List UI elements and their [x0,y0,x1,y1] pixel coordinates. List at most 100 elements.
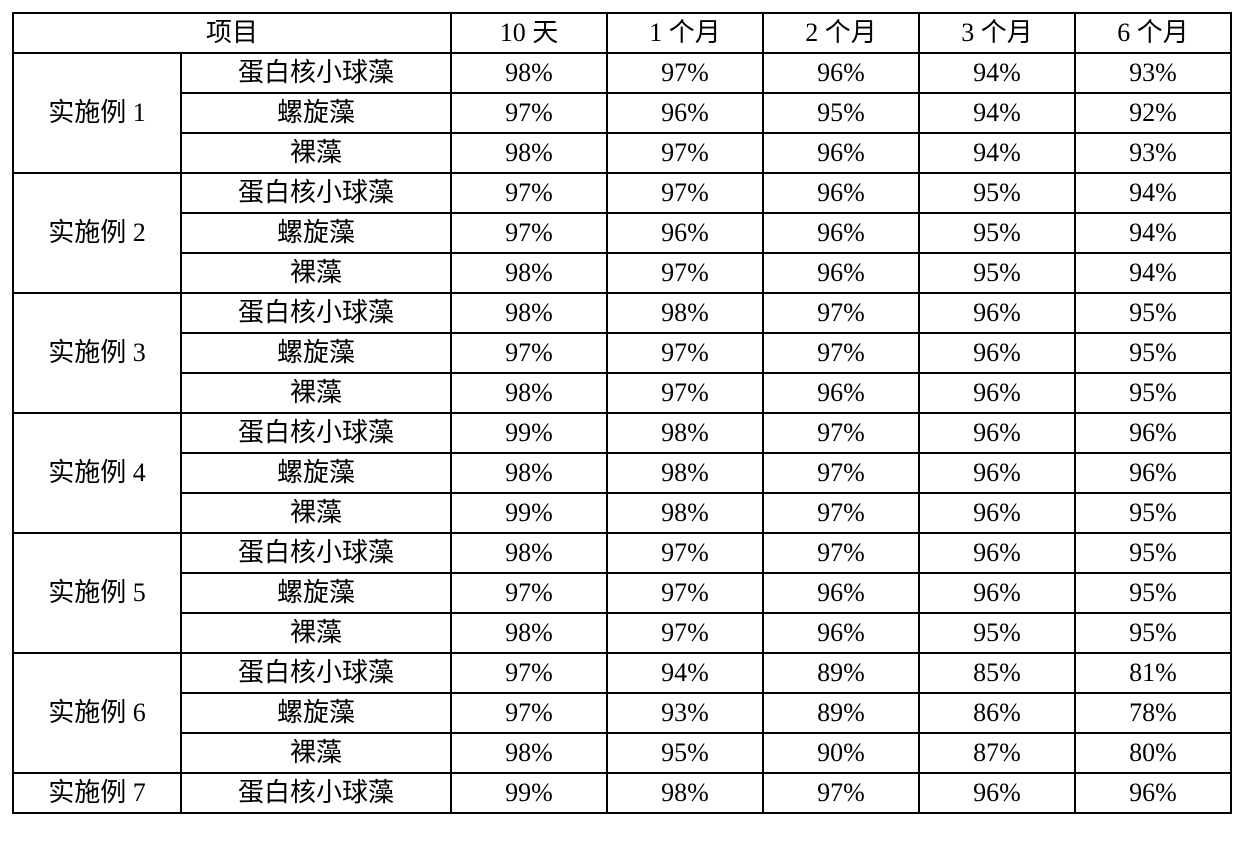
group-label-4: 实施例 5 [13,533,181,653]
value-cell: 96% [919,453,1075,493]
value-cell: 97% [607,173,763,213]
value-cell: 95% [919,613,1075,653]
value-cell: 96% [919,773,1075,813]
group-label-6: 实施例 7 [13,773,181,813]
value-cell: 97% [451,573,607,613]
value-cell: 96% [919,293,1075,333]
subitem-label: 蛋白核小球藻 [181,173,451,213]
table-row: 螺旋藻97%96%95%94%92% [13,93,1231,133]
value-cell: 94% [919,93,1075,133]
value-cell: 99% [451,413,607,453]
value-cell: 97% [763,773,919,813]
value-cell: 87% [919,733,1075,773]
value-cell: 98% [451,613,607,653]
value-cell: 97% [763,533,919,573]
header-period-4: 6 个月 [1075,13,1231,53]
value-cell: 96% [919,333,1075,373]
subitem-label: 蛋白核小球藻 [181,533,451,573]
value-cell: 94% [1075,253,1231,293]
value-cell: 98% [451,533,607,573]
header-project: 项目 [13,13,451,53]
header-period-0: 10 天 [451,13,607,53]
value-cell: 97% [451,173,607,213]
group-label-0: 实施例 1 [13,53,181,173]
value-cell: 99% [451,493,607,533]
value-cell: 97% [763,453,919,493]
value-cell: 97% [451,653,607,693]
value-cell: 96% [1075,773,1231,813]
value-cell: 95% [919,213,1075,253]
value-cell: 97% [607,533,763,573]
value-cell: 97% [607,133,763,173]
value-cell: 81% [1075,653,1231,693]
header-period-1: 1 个月 [607,13,763,53]
value-cell: 95% [919,253,1075,293]
value-cell: 90% [763,733,919,773]
value-cell: 95% [919,173,1075,213]
table-row: 实施例 5蛋白核小球藻98%97%97%96%95% [13,533,1231,573]
table-row: 实施例 4蛋白核小球藻99%98%97%96%96% [13,413,1231,453]
value-cell: 92% [1075,93,1231,133]
value-cell: 96% [763,613,919,653]
value-cell: 96% [919,573,1075,613]
group-label-2: 实施例 3 [13,293,181,413]
value-cell: 94% [607,653,763,693]
value-cell: 96% [1075,413,1231,453]
table-row: 实施例 6蛋白核小球藻97%94%89%85%81% [13,653,1231,693]
table-row: 裸藻98%97%96%94%93% [13,133,1231,173]
value-cell: 97% [763,293,919,333]
group-label-3: 实施例 4 [13,413,181,533]
value-cell: 96% [919,373,1075,413]
subitem-label: 裸藻 [181,373,451,413]
value-cell: 95% [1075,533,1231,573]
table-row: 螺旋藻97%97%96%96%95% [13,573,1231,613]
table-row: 裸藻98%97%96%95%95% [13,613,1231,653]
value-cell: 89% [763,653,919,693]
value-cell: 97% [451,693,607,733]
value-cell: 98% [607,493,763,533]
value-cell: 85% [919,653,1075,693]
value-cell: 96% [763,133,919,173]
header-period-3: 3 个月 [919,13,1075,53]
subitem-label: 螺旋藻 [181,213,451,253]
value-cell: 96% [919,413,1075,453]
table-row: 实施例 7蛋白核小球藻99%98%97%96%96% [13,773,1231,813]
value-cell: 97% [607,333,763,373]
subitem-label: 螺旋藻 [181,453,451,493]
value-cell: 98% [451,293,607,333]
table-row: 实施例 1蛋白核小球藻98%97%96%94%93% [13,53,1231,93]
value-cell: 98% [451,453,607,493]
value-cell: 96% [763,173,919,213]
group-label-5: 实施例 6 [13,653,181,773]
value-cell: 95% [1075,373,1231,413]
value-cell: 98% [451,53,607,93]
subitem-label: 螺旋藻 [181,573,451,613]
value-cell: 96% [1075,453,1231,493]
value-cell: 97% [451,333,607,373]
value-cell: 98% [451,373,607,413]
table-row: 实施例 3蛋白核小球藻98%98%97%96%95% [13,293,1231,333]
value-cell: 86% [919,693,1075,733]
value-cell: 95% [1075,333,1231,373]
value-cell: 95% [1075,613,1231,653]
value-cell: 95% [1075,573,1231,613]
value-cell: 97% [451,213,607,253]
value-cell: 96% [607,213,763,253]
value-cell: 99% [451,773,607,813]
table-row: 螺旋藻97%97%97%96%95% [13,333,1231,373]
value-cell: 98% [607,773,763,813]
table-header-row: 项目10 天1 个月2 个月3 个月6 个月 [13,13,1231,53]
value-cell: 97% [763,333,919,373]
value-cell: 94% [1075,173,1231,213]
value-cell: 93% [1075,53,1231,93]
value-cell: 97% [607,373,763,413]
table-row: 裸藻98%95%90%87%80% [13,733,1231,773]
value-cell: 89% [763,693,919,733]
subitem-label: 螺旋藻 [181,93,451,133]
value-cell: 97% [607,53,763,93]
subitem-label: 螺旋藻 [181,333,451,373]
subitem-label: 蛋白核小球藻 [181,413,451,453]
value-cell: 97% [607,613,763,653]
value-cell: 96% [763,213,919,253]
table-row: 螺旋藻98%98%97%96%96% [13,453,1231,493]
